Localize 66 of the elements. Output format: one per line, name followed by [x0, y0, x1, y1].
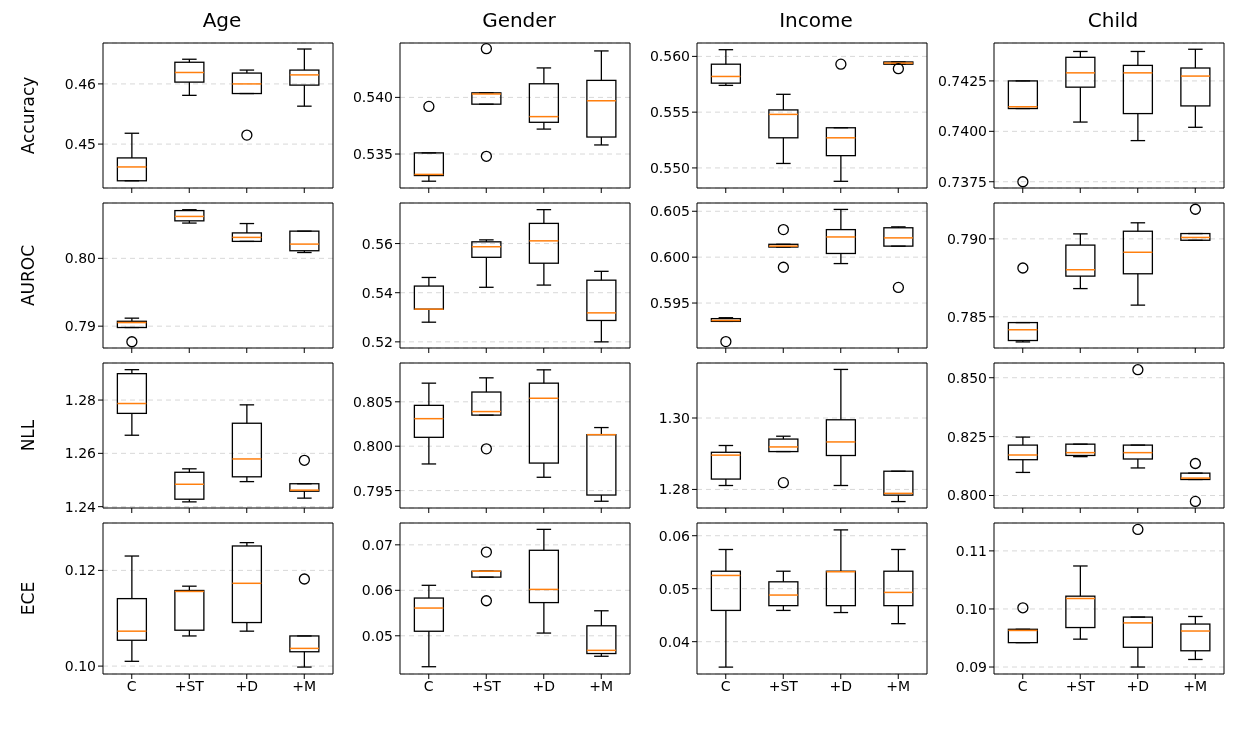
x-tick-label: +M — [1183, 677, 1208, 694]
y-tick-label: 0.7400 — [938, 123, 987, 140]
y-tick-label: 0.595 — [649, 295, 690, 311]
y-tick-label: 0.795 — [352, 482, 393, 499]
y-tick-label: 0.550 — [649, 159, 690, 176]
x-tick-label: +D — [1126, 677, 1150, 694]
x-tick-label: +ST — [1065, 677, 1096, 694]
y-tick-label: 0.56 — [361, 235, 394, 252]
y-tick-label: 0.52 — [361, 333, 393, 350]
y-tick-label: 0.805 — [352, 393, 393, 410]
y-tick-label: 0.535 — [352, 145, 393, 162]
y-tick-label: 0.07 — [361, 536, 393, 553]
y-tick-label: 0.05 — [658, 580, 690, 597]
x-tick-label: +ST — [174, 677, 205, 694]
y-tick-label: 0.7425 — [938, 72, 987, 89]
y-tick-label: 0.06 — [361, 582, 394, 599]
x-tick-label: +M — [886, 677, 911, 694]
y-tick-label: 0.46 — [64, 75, 97, 92]
chart-title: Age — [201, 8, 243, 34]
y-tick-label: 0.560 — [649, 48, 690, 65]
y-tick-label: 0.54 — [361, 284, 394, 301]
x-tick-label: +D — [829, 677, 853, 694]
x-tick-label: +M — [589, 677, 614, 694]
chart-title: Gender — [481, 8, 557, 34]
y-tick-label: 0.7375 — [938, 173, 987, 190]
y-tick-label: 0.790 — [946, 230, 987, 247]
y-tick-label: 1.30 — [658, 409, 690, 426]
y-tick-label: 0.12 — [64, 562, 96, 579]
y-tick-label: 0.45 — [64, 136, 96, 153]
y-tick-label: 0.605 — [649, 203, 690, 220]
x-tick-label: +D — [235, 677, 259, 694]
y-axis-title: NLL — [18, 419, 39, 452]
x-tick-label: +ST — [471, 677, 502, 694]
x-tick-label: C — [1017, 677, 1028, 694]
x-tick-label: +M — [292, 677, 317, 694]
y-tick-label: 0.11 — [955, 542, 987, 559]
y-axis-title: ECE — [18, 581, 39, 616]
y-tick-label: 0.06 — [658, 527, 691, 544]
y-axis-title: AUROC — [18, 244, 39, 307]
y-tick-label: 0.825 — [946, 428, 987, 445]
x-tick-label: +D — [532, 677, 556, 694]
y-tick-label: 0.10 — [64, 658, 96, 675]
chart-title: Child — [1086, 8, 1140, 34]
y-tick-label: 0.80 — [64, 250, 96, 267]
y-tick-label: 1.28 — [64, 392, 96, 409]
y-axis-title: Accuracy — [18, 76, 39, 155]
y-tick-label: 0.05 — [361, 627, 393, 644]
y-tick-label: 0.09 — [955, 659, 987, 675]
x-tick-label: +ST — [768, 677, 799, 694]
y-tick-label: 0.540 — [352, 89, 393, 106]
x-tick-label: C — [720, 677, 731, 694]
y-tick-label: 1.26 — [64, 445, 97, 462]
y-tick-label: 1.28 — [658, 481, 690, 498]
chart-title: Income — [778, 8, 854, 34]
y-tick-label: 0.600 — [649, 249, 690, 266]
y-tick-label: 0.555 — [649, 104, 690, 121]
y-tick-label: 0.79 — [64, 318, 96, 335]
x-tick-label: C — [126, 677, 137, 694]
y-tick-label: 0.850 — [946, 369, 987, 386]
y-tick-label: 0.800 — [946, 487, 987, 504]
y-tick-label: 0.800 — [352, 438, 393, 455]
y-tick-label: 1.24 — [64, 498, 97, 515]
y-tick-label: 0.10 — [955, 600, 987, 617]
y-tick-label: 0.04 — [658, 633, 691, 650]
y-tick-label: 0.785 — [946, 308, 987, 325]
x-tick-label: C — [423, 677, 434, 694]
